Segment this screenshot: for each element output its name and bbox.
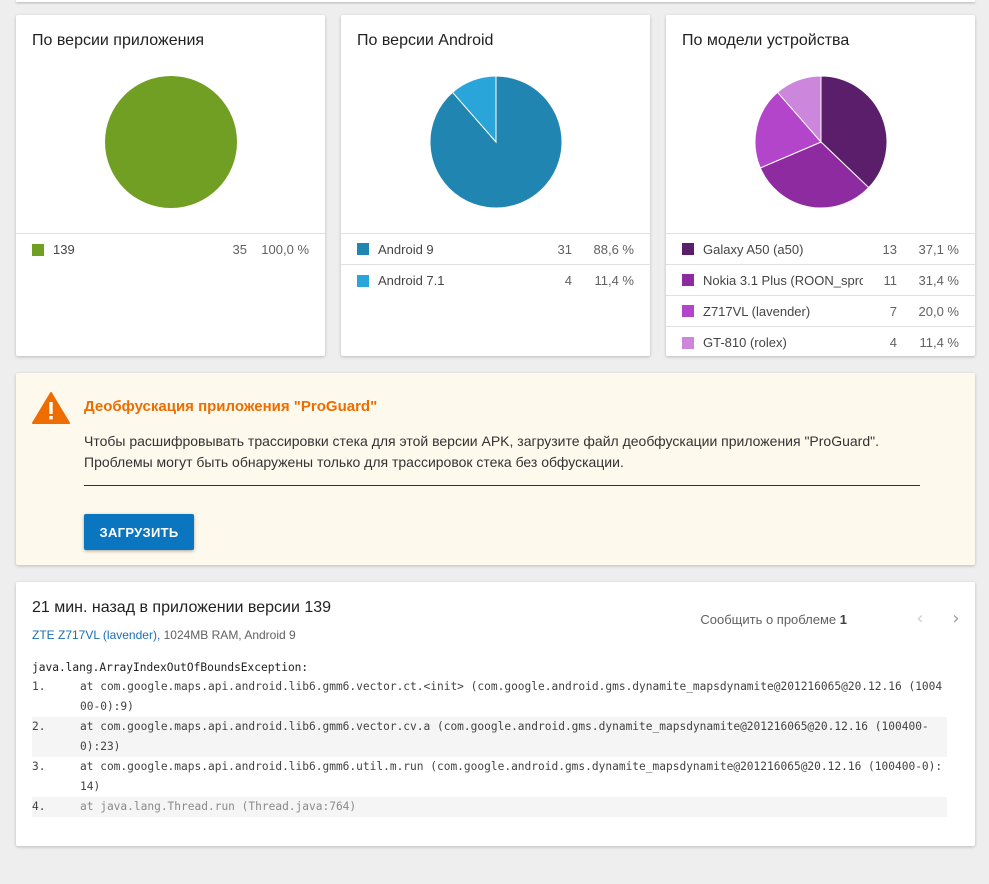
legend-swatch — [357, 274, 369, 287]
chevron-right-icon[interactable]: › — [952, 608, 960, 629]
pie-slice — [759, 141, 870, 209]
legend-row: Android 9 31 88,6 % — [341, 234, 650, 265]
stack-frame: 4. at java.lang.Thread.run (Thread.java:… — [32, 797, 947, 817]
legend-row: Nokia 3.1 Plus (ROON_sprout) 11 31,4 % — [666, 265, 975, 296]
legend-swatch — [682, 274, 694, 286]
chart-title: По версии приложения — [32, 32, 205, 49]
legend-label: Z717VL (lavender) — [703, 303, 811, 319]
legend-label: 139 — [53, 242, 75, 257]
proguard-warning-card: Деобфускация приложения "ProGuard" Чтобы… — [16, 373, 975, 565]
legend-swatch — [682, 243, 694, 255]
legend-label: Android 9 — [378, 241, 434, 257]
legend-row: Galaxy A50 (a50) 13 37,1 % — [666, 234, 975, 265]
legend-percent: 11,4 % — [919, 335, 959, 350]
chart-card-android-version: По версии Android Android 9 31 88,6 % An… — [341, 15, 650, 356]
frame-number: 3. — [32, 760, 46, 773]
stack-frame: 2. at com.google.maps.api.android.lib6.g… — [32, 717, 947, 757]
legend-count: 35 — [232, 242, 247, 257]
device-details: 1024MB RAM, Android 9 — [160, 628, 296, 642]
pie-slice — [105, 76, 237, 208]
legend-swatch — [357, 243, 369, 255]
legend-percent: 11,4 % — [594, 273, 634, 288]
legend-row: 139 35 100,0 % — [16, 234, 325, 265]
legend-count: 7 — [889, 303, 897, 319]
previous-card-edge — [16, 0, 975, 2]
legend-percent: 37,1 % — [918, 241, 959, 257]
legend-swatch — [682, 336, 694, 349]
chart-legend: 139 35 100,0 % — [16, 233, 325, 265]
legend-row: GT-810 (rolex) 4 11,4 % — [666, 327, 975, 358]
device-info: ZTE Z717VL (lavender), 1024MB RAM, Andro… — [32, 628, 296, 642]
frame-text: at com.google.maps.api.android.lib6.gmm6… — [80, 760, 943, 793]
legend-percent: 31,4 % — [918, 272, 959, 288]
crash-report-card: 21 мин. назад в приложении версии 139 ZT… — [16, 582, 975, 846]
legend-percent: 88,6 % — [593, 241, 634, 257]
frame-number: 1. — [32, 680, 46, 693]
chart-title: По модели устройства — [682, 32, 850, 49]
frame-text: at com.google.maps.api.android.lib6.gmm6… — [80, 680, 943, 713]
frame-text: at com.google.maps.api.android.lib6.gmm6… — [80, 720, 929, 753]
frame-number: 4. — [32, 800, 46, 813]
stack-frames: 1. at com.google.maps.api.android.lib6.g… — [32, 677, 947, 817]
crash-title: 21 мин. назад в приложении версии 139 — [32, 599, 332, 616]
stack-frame: 3. at com.google.maps.api.android.lib6.g… — [32, 757, 947, 797]
frame-number: 2. — [32, 720, 46, 733]
chart-card-device-model: По модели устройства Galaxy A50 (a50) 13… — [666, 15, 975, 356]
chart-card-app-version: По версии приложения 139 35 100,0 % — [16, 15, 325, 356]
report-count: 1 — [839, 612, 847, 627]
legend-swatch — [32, 243, 44, 256]
pie-chart-app-version — [105, 76, 237, 208]
legend-label: Galaxy A50 (a50) — [703, 241, 804, 257]
pie-slice — [451, 75, 497, 144]
warning-triangle-icon — [32, 391, 70, 430]
pie-slice — [776, 75, 822, 144]
pie-slice — [820, 75, 888, 189]
warning-title: Деобфускация приложения "ProGuard" — [84, 398, 378, 415]
chart-legend: Android 9 31 88,6 % Android 7.1 4 11,4 % — [341, 233, 650, 296]
legend-count: 13 — [882, 241, 897, 257]
chart-title: По версии Android — [357, 32, 494, 49]
frame-text: at java.lang.Thread.run (Thread.java:764… — [80, 800, 357, 813]
device-link[interactable]: ZTE Z717VL (lavender), — [32, 628, 161, 642]
warning-line-2: Проблемы могут быть обнаружены только дл… — [84, 454, 624, 470]
legend-percent: 100,0 % — [261, 242, 309, 257]
warning-line-1: Чтобы расшифровывать трассировки стека д… — [84, 433, 879, 449]
legend-label: GT-810 (rolex) — [703, 335, 787, 350]
pie-chart-device-model — [754, 75, 888, 209]
legend-count: 4 — [564, 273, 572, 288]
legend-swatch — [682, 305, 694, 317]
legend-percent: 20,0 % — [918, 303, 959, 319]
exception-name: java.lang.ArrayIndexOutOfBoundsException… — [32, 661, 309, 674]
legend-count: 31 — [557, 241, 572, 257]
report-label: Сообщить о проблеме — [700, 612, 837, 627]
legend-label: Android 7.1 — [378, 273, 445, 288]
chevron-left-icon[interactable]: ‹ — [916, 608, 924, 629]
pie-slice — [754, 91, 822, 169]
pie-chart-android-version — [429, 75, 563, 209]
legend-label: Nokia 3.1 Plus (ROON_sprout) — [703, 272, 863, 288]
legend-count: 4 — [889, 335, 897, 350]
stack-frame: 1. at com.google.maps.api.android.lib6.g… — [32, 677, 947, 717]
legend-row: Z717VL (lavender) 7 20,0 % — [666, 296, 975, 327]
warning-message: Чтобы расшифровывать трассировки стека д… — [84, 431, 944, 473]
upload-button[interactable]: ЗАГРУЗИТЬ — [84, 514, 194, 550]
legend-row: Android 7.1 4 11,4 % — [341, 265, 650, 296]
report-counter: Сообщить о проблеме 1 — [700, 612, 847, 627]
chart-legend: Galaxy A50 (a50) 13 37,1 % Nokia 3.1 Plu… — [666, 233, 975, 358]
legend-count: 11 — [883, 272, 898, 288]
warning-divider — [84, 485, 920, 486]
